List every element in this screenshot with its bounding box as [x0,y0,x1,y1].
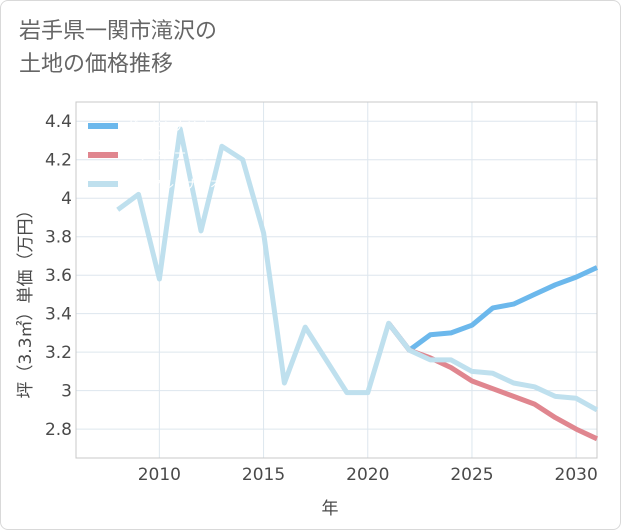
legend-label: ノーマルシナリオ [126,177,222,191]
x-tick-label: 2015 [242,465,285,485]
x-tick-label: 2010 [138,465,181,485]
y-tick-label: 2.8 [45,420,72,440]
y-tick-label: 3.4 [45,305,72,325]
x-tick-label: 2025 [450,465,493,485]
grid-lines [76,102,597,458]
y-tick-label: 3.8 [45,228,72,248]
plot-area-frame [75,101,598,459]
y-tick-label: 4.2 [45,151,72,171]
series-layer [116,126,599,442]
chart-title-line-1: 岩手県一関市滝沢の [19,19,218,44]
series-line-normal [116,126,599,413]
series-line-good [386,265,599,353]
y-tick-label: 4.4 [45,112,72,132]
y-tick-label: 3.2 [45,343,72,363]
x-axis-title: 年 [322,499,339,519]
chart-title-line-2: 土地の価格推移 [19,52,174,77]
legend-label: グッドシナリオ [126,119,210,133]
y-axis-title: 坪（3.3㎡）単価（万円） [16,201,36,398]
chart-title: 岩手県一関市滝沢の 土地の価格推移 [19,15,217,81]
y-tick-label: 4 [61,189,72,209]
x-tick-label: 2020 [346,465,389,485]
y-tick-label: 3.6 [45,266,72,286]
x-tick-label: 2030 [555,465,598,485]
tick-labels: 2010 2015 2020 2025 2030 2.8 3 3.2 3.4 3.6 3.8 4 4.2… [45,112,598,485]
legend-label: バッドシナリオ [126,148,210,162]
y-tick-label: 3 [61,382,72,402]
